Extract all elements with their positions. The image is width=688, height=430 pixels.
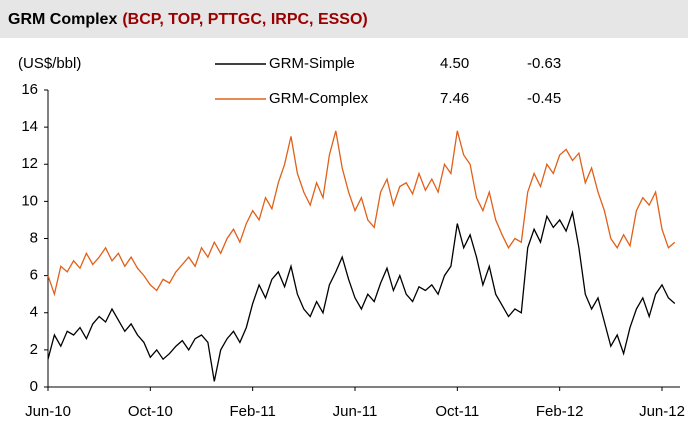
y-tick-label: 0	[30, 378, 38, 395]
legend-change: -0.63	[527, 55, 561, 72]
x-tick-label: Oct-10	[128, 403, 173, 420]
title: GRM Complex	[8, 11, 117, 28]
x-tick-label: Jun-11	[333, 403, 378, 420]
y-axis-label: (US$/bbl)	[18, 55, 81, 72]
y-tick-label: 16	[21, 81, 38, 98]
header-band	[0, 0, 688, 38]
series-line	[47, 130, 676, 297]
x-tick-label: Jun-10	[25, 403, 71, 420]
legend-value: 4.50	[440, 55, 469, 72]
x-tick-label: Oct-11	[435, 403, 479, 420]
legend-change: -0.45	[527, 90, 561, 107]
y-tick-label: 4	[30, 304, 38, 321]
y-tick-label: 14	[21, 118, 38, 135]
x-tick-label: Jun-12	[639, 403, 685, 420]
y-tick-label: 6	[30, 267, 38, 284]
chart-title: GRM Complex (BCP, TOP, PTTGC, IRPC, ESSO)	[8, 11, 368, 28]
y-tick-label: 12	[21, 155, 38, 172]
y-tick-label: 2	[30, 341, 38, 358]
series-line	[47, 209, 676, 382]
x-tick-label: Feb-11	[229, 403, 275, 420]
x-tick-label: Feb-12	[536, 403, 584, 420]
legend-label: GRM-Simple	[269, 55, 355, 72]
y-tick-label: 8	[30, 229, 38, 246]
legend-label: GRM-Complex	[269, 90, 369, 107]
subtitle: (BCP, TOP, PTTGC, IRPC, ESSO)	[122, 11, 367, 28]
y-tick-label: 10	[21, 192, 38, 209]
legend-value: 7.46	[440, 90, 469, 107]
